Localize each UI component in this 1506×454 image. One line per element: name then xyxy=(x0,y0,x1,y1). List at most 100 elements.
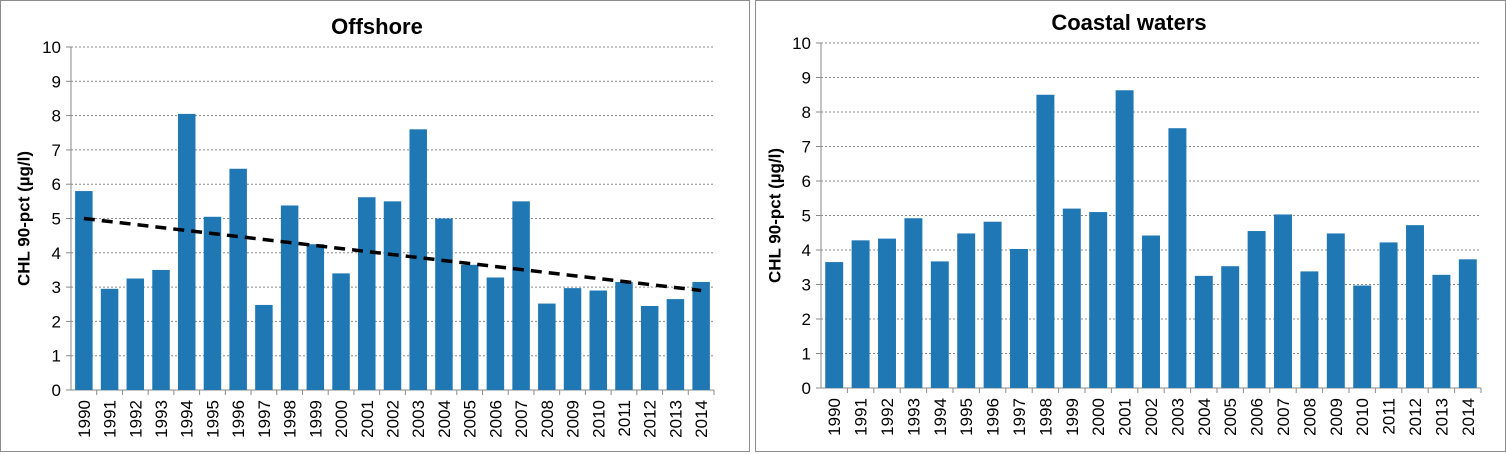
x-tick-label: 1997 xyxy=(255,400,274,438)
y-tick-label: 1 xyxy=(52,347,61,366)
x-tick-label: 2009 xyxy=(564,400,583,438)
x-tick-label: 2010 xyxy=(589,400,608,438)
x-tick-label: 2006 xyxy=(1248,398,1267,436)
x-tick-label: 2013 xyxy=(1432,398,1451,436)
x-tick-label: 2011 xyxy=(1380,398,1399,435)
x-tick-label: 2008 xyxy=(1300,398,1319,436)
bar xyxy=(983,221,1002,388)
x-tick-label: 1998 xyxy=(1036,398,1055,436)
y-tick-label: 2 xyxy=(802,310,811,329)
bar xyxy=(878,238,896,388)
x-tick-label: 2005 xyxy=(1221,398,1240,436)
x-tick-label: 1995 xyxy=(203,400,222,438)
x-tick-label: 2000 xyxy=(1089,398,1108,436)
y-tick-label: 8 xyxy=(52,107,61,126)
bar xyxy=(1194,275,1213,388)
x-tick-label: 2003 xyxy=(1168,398,1187,436)
x-tick-label: 2012 xyxy=(641,400,660,438)
bar xyxy=(177,113,196,390)
y-tick-label: 3 xyxy=(802,276,811,295)
x-tick-label: 1997 xyxy=(1010,398,1029,436)
x-tick-label: 2014 xyxy=(1459,398,1478,436)
bar xyxy=(615,281,633,390)
bar xyxy=(1010,248,1028,388)
y-tick-label: 9 xyxy=(802,69,811,88)
bar xyxy=(1353,285,1372,388)
offshore-chart: Offshore 0 1 2 3 4 5 6 7 8 9 10 1990 1991 1992 1993 1994… xyxy=(14,14,715,438)
bar xyxy=(75,191,93,390)
x-tick-label: 2012 xyxy=(1406,398,1425,436)
bar xyxy=(332,273,350,390)
x-tick-label: 2001 xyxy=(358,400,377,438)
y-tick-label: 3 xyxy=(52,278,61,297)
bar xyxy=(152,269,170,390)
bar xyxy=(1062,208,1081,388)
bar xyxy=(255,304,273,390)
x-tick-label: 1999 xyxy=(306,400,325,438)
y-tick-label: 2 xyxy=(52,312,61,331)
x-tick-label: 2009 xyxy=(1327,398,1346,436)
bar xyxy=(1168,128,1187,388)
bar xyxy=(100,288,119,390)
x-tick-label: 1991 xyxy=(852,398,871,436)
x-tick-label: 2011 xyxy=(615,400,634,437)
x-tick-label: 2007 xyxy=(512,400,531,438)
x-tick-label: 1990 xyxy=(825,398,844,436)
x-tick-label: 1995 xyxy=(957,398,976,436)
bar xyxy=(280,205,299,390)
bar xyxy=(383,201,402,390)
bar xyxy=(666,299,685,390)
bar xyxy=(1089,212,1108,388)
x-tick-label: 2004 xyxy=(435,400,454,438)
chart-title: Offshore xyxy=(331,14,423,39)
bar xyxy=(409,129,427,390)
bar xyxy=(563,288,582,390)
y-tick-label: 6 xyxy=(802,172,811,191)
bar xyxy=(957,233,976,388)
bar xyxy=(358,197,376,390)
bar xyxy=(1379,242,1398,388)
x-tick-label: 1999 xyxy=(1063,398,1082,436)
bar xyxy=(1221,266,1240,388)
y-tick-label: 0 xyxy=(52,381,61,400)
chart-panel-offshore: Offshore 0 1 2 3 4 5 6 7 8 9 10 1990 1991 1992 1993 1994… xyxy=(0,0,750,452)
bar xyxy=(486,277,505,390)
x-tick-label: 1992 xyxy=(126,400,145,438)
bar xyxy=(126,278,145,390)
x-tick-label: 2013 xyxy=(666,400,685,438)
bar xyxy=(1326,233,1345,388)
x-tick-label: 2008 xyxy=(538,400,557,438)
y-tick-label: 0 xyxy=(802,379,811,398)
bar xyxy=(1432,274,1451,388)
bar xyxy=(1406,225,1424,388)
x-tick-label: 2001 xyxy=(1116,398,1135,436)
bar xyxy=(538,303,556,390)
bar xyxy=(1115,90,1134,388)
bar xyxy=(825,262,844,388)
chart-title: Coastal waters xyxy=(1051,10,1206,35)
bar xyxy=(1458,259,1477,388)
y-tick-label: 10 xyxy=(42,38,61,57)
y-tick-label: 4 xyxy=(52,244,61,263)
x-tick-label: 2000 xyxy=(332,400,351,438)
y-tick-label: 5 xyxy=(802,207,811,226)
y-tick-label: 10 xyxy=(792,34,811,53)
bar xyxy=(904,218,923,388)
bar xyxy=(435,218,453,390)
y-tick-label: 7 xyxy=(52,141,61,160)
y-tick-label: 4 xyxy=(802,241,811,260)
x-tick-label: 1996 xyxy=(229,400,248,438)
bar xyxy=(460,264,479,390)
chart-panel-coastal-waters: Coastal waters 0 1 2 3 4 5 6 7 8 9 10 1990 1991 1992 19… xyxy=(755,0,1506,452)
x-tick-label: 1992 xyxy=(878,398,897,436)
y-tick-label: 9 xyxy=(52,72,61,91)
bar xyxy=(512,201,530,390)
y-tick-label: 1 xyxy=(802,345,811,364)
y-tick-label: 5 xyxy=(52,210,61,229)
x-tick-label: 1991 xyxy=(101,400,120,438)
y-axis-label: CHL 90-pct (µg/l) xyxy=(14,151,33,286)
x-tick-label: 2007 xyxy=(1274,398,1293,436)
bar xyxy=(640,305,659,390)
bar xyxy=(306,244,325,390)
y-axis-label: CHL 90-pct (µg/l) xyxy=(765,148,784,283)
